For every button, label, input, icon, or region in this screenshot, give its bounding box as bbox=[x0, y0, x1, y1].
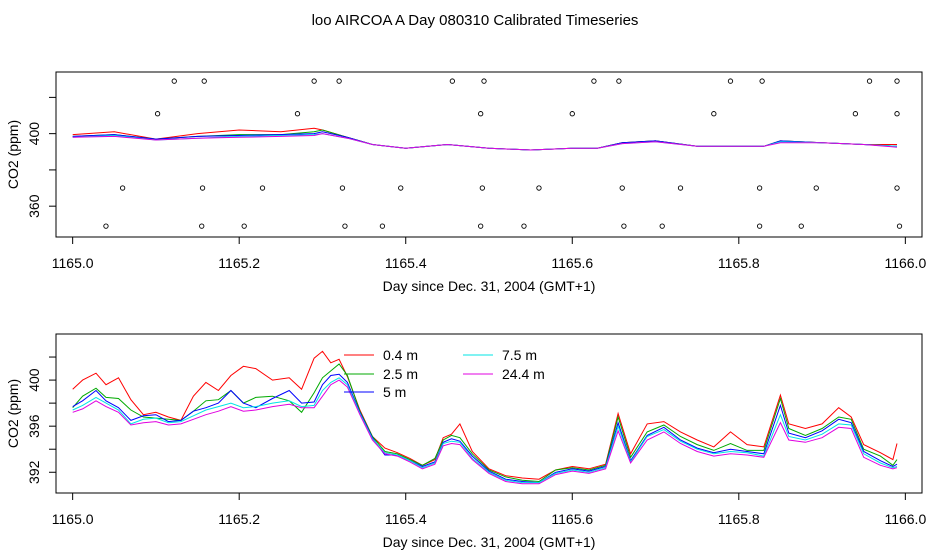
data-point bbox=[759, 78, 765, 84]
plot-frame bbox=[55, 333, 923, 494]
data-point bbox=[894, 111, 900, 117]
y-tick-label: 400 bbox=[26, 122, 42, 146]
legend-label: 24.4 m bbox=[502, 366, 545, 382]
x-tick-label: 1166.0 bbox=[884, 255, 926, 271]
data-point bbox=[521, 223, 527, 229]
y-tick-label: 396 bbox=[26, 414, 42, 438]
data-point bbox=[119, 185, 126, 191]
plot-area bbox=[72, 350, 898, 485]
bottom-panel: 1165.0 1165.2 1165.4 1165.6 1165.8 1166.0 Day … bbox=[5, 333, 926, 550]
data-point bbox=[336, 78, 342, 84]
plot-area bbox=[72, 78, 903, 229]
data-point bbox=[569, 111, 575, 117]
data-point bbox=[711, 111, 717, 117]
y-axis-label: CO2 (ppm) bbox=[5, 379, 21, 448]
series-line bbox=[72, 131, 898, 151]
legend-label: 0.4 m bbox=[383, 347, 418, 363]
series-line bbox=[72, 127, 897, 151]
series-line bbox=[72, 379, 898, 485]
data-point bbox=[727, 78, 734, 84]
x-tick-label: 1165.6 bbox=[551, 511, 593, 527]
series-line bbox=[72, 133, 898, 151]
x-tick-label: 1165.8 bbox=[718, 255, 760, 271]
data-point bbox=[798, 223, 804, 229]
data-point bbox=[342, 223, 348, 229]
x-axis-label: Day since Dec. 31, 2004 (GMT+1) bbox=[383, 534, 596, 550]
series-line bbox=[72, 363, 898, 483]
legend: 0.4 m 2.5 m 5 m 7.5 m 24.4 m bbox=[344, 347, 545, 400]
data-point bbox=[154, 111, 161, 117]
y-tick-label: 360 bbox=[26, 194, 42, 218]
series-line bbox=[72, 350, 898, 480]
data-point bbox=[894, 78, 900, 84]
x-tick-label: 1165.6 bbox=[551, 255, 593, 271]
legend-label: 5 m bbox=[383, 384, 406, 400]
plot-frame bbox=[55, 71, 923, 238]
data-point bbox=[199, 185, 206, 191]
y-tick-label: 392 bbox=[26, 460, 42, 484]
y-axis-label: CO2 (ppm) bbox=[5, 120, 21, 189]
data-point bbox=[379, 223, 386, 229]
data-point bbox=[294, 111, 301, 117]
x-tick-label: 1165.0 bbox=[52, 255, 94, 271]
data-point bbox=[259, 185, 266, 191]
data-point bbox=[756, 185, 763, 191]
data-point bbox=[478, 111, 484, 117]
x-tick-label: 1165.4 bbox=[385, 255, 427, 271]
data-point bbox=[311, 78, 317, 84]
data-point bbox=[398, 185, 404, 191]
data-point bbox=[339, 185, 346, 191]
series-line bbox=[72, 377, 898, 484]
data-point bbox=[616, 78, 622, 84]
data-point bbox=[478, 223, 484, 229]
data-point bbox=[619, 185, 625, 191]
top-panel: 1165.0 1165.2 1165.4 1165.6 1165.8 1166.0 Day … bbox=[5, 71, 926, 294]
x-tick-label: 1165.4 bbox=[385, 511, 427, 527]
data-point bbox=[201, 78, 207, 84]
data-point bbox=[852, 111, 859, 117]
x-tick-label: 1165.0 bbox=[52, 511, 94, 527]
legend-label: 7.5 m bbox=[502, 347, 537, 363]
page-title: loo AIRCOA A Day 080310 Calibrated Times… bbox=[312, 12, 639, 29]
data-point bbox=[449, 78, 456, 84]
data-point bbox=[677, 185, 684, 191]
legend-label: 2.5 m bbox=[383, 366, 418, 382]
data-point bbox=[894, 185, 900, 191]
x-tick-label: 1166.0 bbox=[884, 511, 926, 527]
data-point bbox=[199, 223, 205, 229]
data-point bbox=[621, 223, 627, 229]
data-point bbox=[536, 185, 542, 191]
data-point bbox=[103, 223, 109, 229]
data-point bbox=[659, 223, 665, 229]
data-point bbox=[479, 185, 485, 191]
series-line bbox=[72, 373, 898, 484]
series-line bbox=[72, 129, 898, 151]
x-axis-label: Day since Dec. 31, 2004 (GMT+1) bbox=[383, 278, 596, 294]
data-point bbox=[756, 223, 763, 229]
x-tick-label: 1165.2 bbox=[218, 255, 260, 271]
data-point bbox=[171, 78, 177, 84]
y-tick-label: 400 bbox=[26, 368, 42, 392]
data-point bbox=[591, 78, 597, 84]
data-point bbox=[241, 223, 247, 229]
x-tick-label: 1165.2 bbox=[218, 511, 260, 527]
data-point bbox=[481, 78, 487, 84]
x-tick-label: 1165.8 bbox=[718, 511, 760, 527]
data-point bbox=[896, 223, 903, 229]
data-point bbox=[813, 185, 819, 191]
data-point bbox=[866, 78, 873, 84]
